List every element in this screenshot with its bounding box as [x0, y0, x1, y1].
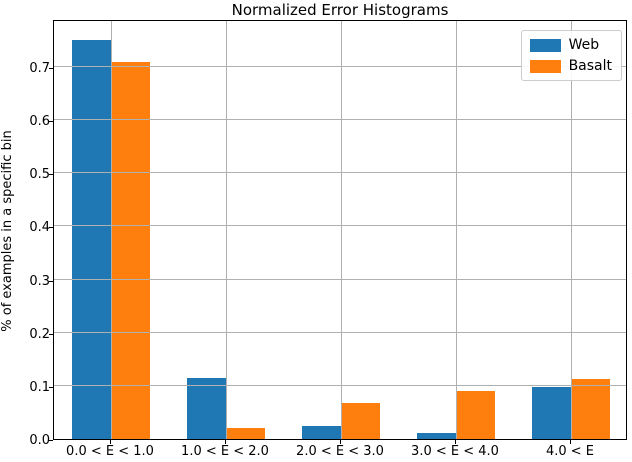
y-tick-mark	[49, 121, 53, 122]
y-tick-mark	[49, 440, 53, 441]
legend-swatch-basalt-icon	[529, 59, 561, 73]
legend-label-basalt: Basalt	[568, 58, 612, 74]
x-tick-label: 4.0 < E	[545, 444, 595, 459]
y-tick-mark	[49, 387, 53, 388]
y-tick-label: 0.1	[29, 380, 50, 395]
x-tick-label: 0.0 < E < 1.0	[66, 444, 154, 459]
v-gridline	[456, 21, 457, 439]
x-tick-mark	[110, 440, 111, 444]
h-gridline	[54, 172, 626, 173]
v-gridline	[341, 21, 342, 439]
bar-web-3	[417, 433, 456, 439]
h-gridline	[54, 385, 626, 386]
y-tick-label: 0.4	[29, 220, 50, 235]
legend-item-web: Web	[529, 37, 612, 53]
bar-web-0	[72, 40, 111, 439]
bar-basalt-1	[226, 428, 265, 439]
h-gridline	[54, 66, 626, 67]
y-tick-mark	[49, 281, 53, 282]
x-tick-mark	[570, 440, 571, 444]
v-gridline	[571, 21, 572, 439]
h-gridline	[54, 119, 626, 120]
x-tick-label: 2.0 < E < 3.0	[296, 444, 384, 459]
v-gridline	[226, 21, 227, 439]
v-gridline	[111, 21, 112, 439]
legend-swatch-web-icon	[529, 38, 561, 52]
y-tick-label: 0.5	[29, 167, 50, 182]
legend-item-basalt: Basalt	[529, 58, 612, 74]
y-tick-label: 0.6	[29, 114, 50, 129]
y-tick-label: 0.2	[29, 327, 50, 342]
bar-basalt-0	[111, 62, 150, 439]
chart-title: Normalized Error Histograms	[231, 1, 449, 19]
bar-web-2	[302, 426, 341, 439]
y-tick-label: 0.7	[29, 61, 50, 76]
h-gridline	[54, 225, 626, 226]
plot-area	[53, 20, 627, 440]
bar-web-4	[532, 387, 571, 439]
h-gridline	[54, 279, 626, 280]
y-tick-mark	[49, 174, 53, 175]
x-tick-mark	[455, 440, 456, 444]
x-tick-label: 3.0 < E < 4.0	[411, 444, 499, 459]
x-tick-mark	[340, 440, 341, 444]
legend: Web Basalt	[520, 30, 622, 81]
y-tick-label: 0.3	[29, 274, 50, 289]
x-tick-label: 1.0 < E < 2.0	[181, 444, 269, 459]
bar-web-1	[187, 378, 226, 439]
bar-basalt-4	[571, 379, 610, 439]
y-tick-mark	[49, 334, 53, 335]
y-tick-mark	[49, 227, 53, 228]
bar-basalt-3	[456, 391, 495, 439]
legend-label-web: Web	[568, 37, 600, 53]
h-gridline	[54, 332, 626, 333]
y-tick-mark	[49, 68, 53, 69]
y-tick-label: 0.0	[29, 433, 50, 448]
x-tick-mark	[225, 440, 226, 444]
bar-basalt-2	[341, 403, 380, 439]
